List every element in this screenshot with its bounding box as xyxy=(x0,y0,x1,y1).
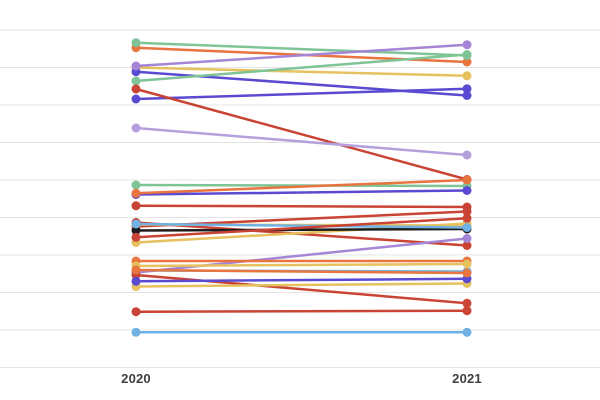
series-line-0-yellow xyxy=(134,66,469,78)
series-11-orange-point-2020 xyxy=(131,188,141,198)
series-5-green-point-2021 xyxy=(462,51,472,60)
series-19-red-point-2020 xyxy=(131,232,141,242)
series-14-red-point-2021 xyxy=(462,241,472,250)
series-6-purple-point-2020 xyxy=(131,61,141,71)
series-line-4-green xyxy=(134,53,469,83)
series-18-lightblue-point-2021 xyxy=(462,223,472,232)
series-18-lightblue-point-2020 xyxy=(131,219,141,229)
series-21-purple-point-2021 xyxy=(462,234,472,243)
series-3-indigo-point-2021 xyxy=(462,84,472,94)
series-19-red-point-2021 xyxy=(462,213,472,223)
series-line-28-red xyxy=(134,309,469,313)
series-13-red-point-2021 xyxy=(462,207,472,216)
series-line-11-orange xyxy=(134,178,469,195)
series-line-10-indigo xyxy=(134,189,469,196)
x-axis-label-2020: 2020 xyxy=(121,371,151,386)
series-29-lightblue-point-2021 xyxy=(462,327,472,337)
series-26-yellow-point-2021 xyxy=(462,259,472,269)
series-line-8-lightpurple xyxy=(134,126,469,157)
x-axis-label-2021: 2021 xyxy=(452,371,482,386)
series-17-black-point-2020 xyxy=(131,226,141,235)
series-29-lightblue-point-2020 xyxy=(131,327,141,337)
series-6-purple-point-2021 xyxy=(462,40,472,50)
series-1-orange-point-2021 xyxy=(462,57,472,67)
series-4-green-point-2020 xyxy=(131,76,141,86)
series-9-green-point-2020 xyxy=(131,180,141,190)
series-7-red-point-2020 xyxy=(131,84,141,94)
series-line-27-orange xyxy=(134,268,469,275)
series-2-indigo-point-2021 xyxy=(462,91,472,100)
series-8-lightpurple-point-2021 xyxy=(462,150,472,160)
series-11-orange-point-2021 xyxy=(462,175,472,185)
series-27-orange-point-2021 xyxy=(462,268,472,278)
series-8-lightpurple-point-2020 xyxy=(131,123,141,133)
series-12-red-point-2020 xyxy=(131,201,141,211)
series-line-5-green xyxy=(134,41,469,57)
series-line-17-black xyxy=(134,227,469,232)
series-line-23-yellow xyxy=(134,282,469,288)
series-line-18-lightblue xyxy=(134,222,469,229)
series-0-yellow-point-2021 xyxy=(462,71,472,81)
series-line-19-red xyxy=(134,217,469,239)
series-3-indigo-point-2020 xyxy=(131,94,141,104)
series-line-24-indigo xyxy=(134,277,469,283)
series-line-26-yellow xyxy=(134,262,469,268)
series-line-7-red xyxy=(134,87,469,181)
series-5-green-point-2020 xyxy=(131,38,141,48)
series-24-indigo-point-2020 xyxy=(131,276,141,286)
series-line-3-indigo xyxy=(134,87,469,101)
series-28-red-point-2020 xyxy=(131,307,141,317)
series-line-12-red xyxy=(134,204,469,209)
series-10-indigo-point-2021 xyxy=(462,186,472,195)
series-22-red-point-2021 xyxy=(462,298,472,308)
series-line-6-purple xyxy=(134,43,469,68)
series-28-red-point-2021 xyxy=(462,306,472,316)
series-27-orange-point-2020 xyxy=(131,265,141,275)
